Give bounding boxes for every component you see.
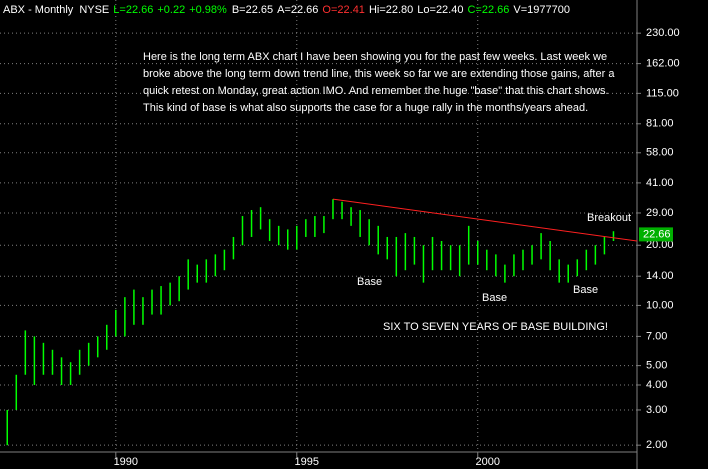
y-tick-label: 14.00 (646, 270, 674, 282)
y-tick-label: 81.00 (646, 118, 674, 130)
y-tick-label: 4.00 (646, 379, 667, 391)
header-item: Hi=22.80 (369, 4, 413, 16)
header-item: V=1977700 (513, 4, 570, 16)
commentary-line: broke above the long term down trend lin… (143, 68, 615, 80)
header-item: L=22.66 (113, 4, 153, 16)
header-item: NYSE (79, 4, 109, 16)
y-tick-label: 10.00 (646, 299, 674, 311)
y-tick-label: 3.00 (646, 404, 667, 416)
header-item: +0.22 (157, 4, 185, 16)
y-tick-label: 58.00 (646, 147, 674, 159)
header: ABX - Monthly NYSE L=22.66 +0.22 +0.98% B=22.… (3, 4, 570, 16)
annotation: SIX TO SEVEN YEARS OF BASE BUILDING! (383, 321, 608, 333)
annotation: Base (573, 284, 598, 296)
commentary-line: This kind of base is what also supports … (143, 102, 588, 114)
commentary-line: quick retest on Monday, great action IMO… (143, 85, 609, 97)
annotation: Base (482, 292, 507, 304)
y-tick-label: 2.00 (646, 439, 667, 451)
last-value-label: 22.66 (643, 228, 671, 240)
annotation: Breakout (587, 212, 631, 224)
y-tick-label: 5.00 (646, 360, 667, 372)
y-tick-label: 7.00 (646, 330, 667, 342)
last-value-box (639, 227, 673, 242)
header-item: O=22.41 (322, 4, 365, 16)
y-tick-label: 20.00 (646, 239, 674, 251)
y-tick-label: 29.00 (646, 207, 674, 219)
x-tick-label: 1990 (114, 456, 138, 468)
commentary-line: Here is the long term ABX chart I have b… (143, 51, 607, 63)
header-item: +0.98% (189, 4, 227, 16)
header-item: A=22.66 (277, 4, 318, 16)
y-tick-label: 41.00 (646, 177, 674, 189)
y-tick-label: 115.00 (646, 87, 679, 99)
header-item: C=22.66 (467, 4, 509, 16)
header-item: Lo=22.40 (417, 4, 463, 16)
y-tick-label: 230.00 (646, 27, 680, 39)
y-tick-label: 162.00 (646, 58, 680, 70)
x-tick-label: 2000 (476, 456, 500, 468)
header-item: B=22.65 (232, 4, 273, 16)
x-tick-label: 1995 (295, 456, 319, 468)
trendline (332, 198, 638, 242)
annotation: Base (357, 276, 382, 288)
header-item: ABX - Monthly (3, 4, 74, 16)
